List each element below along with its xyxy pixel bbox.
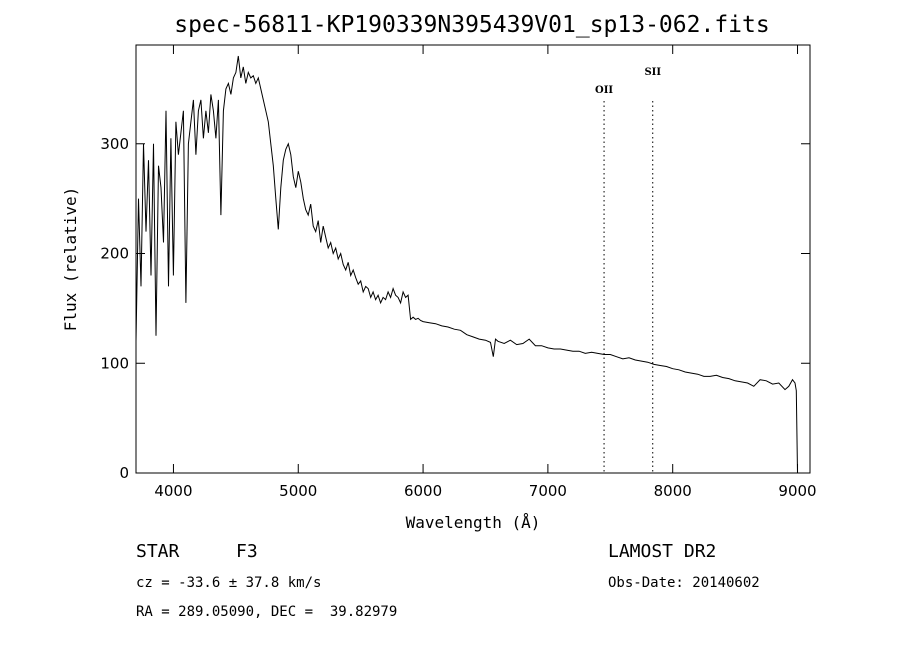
y-tick-label: 300 [100,135,129,153]
object-class: STAR [136,541,180,562]
annotation-label: OII [595,85,613,96]
obs-date: Obs-Date: 20140602 [608,575,760,591]
annotation-label: SII [644,67,661,78]
y-tick-label: 0 [119,464,129,482]
plot-frame [135,44,811,474]
chart-title: spec-56811-KP190339N395439V01_sp13-062.f… [174,12,769,38]
x-axis-label: Wavelength (Å) [406,513,541,532]
coordinates: RA = 289.05090, DEC = 39.82979 [136,604,398,620]
object-subclass: F3 [236,541,258,562]
y-axis-label: Flux (relative) [61,187,80,332]
axis-ticks: 4000 5000 6000 7000 8000 9000 0 100 200 300 [100,45,817,500]
redshift-text: cz = -33.6 ± 37.8 km/s [136,575,322,591]
survey-name: LAMOST DR2 [608,541,717,562]
x-tick-label: 7000 [529,482,567,500]
x-tick-label: 5000 [279,482,317,500]
y-tick-label: 200 [100,245,129,263]
x-tick-label: 9000 [778,482,816,500]
x-tick-label: 6000 [404,482,442,500]
x-tick-label: 8000 [654,482,692,500]
spectrum-line [135,55,798,474]
x-tick-label: 4000 [154,482,192,500]
line-annotations: OII SII [595,67,661,473]
y-tick-label: 100 [100,354,129,372]
